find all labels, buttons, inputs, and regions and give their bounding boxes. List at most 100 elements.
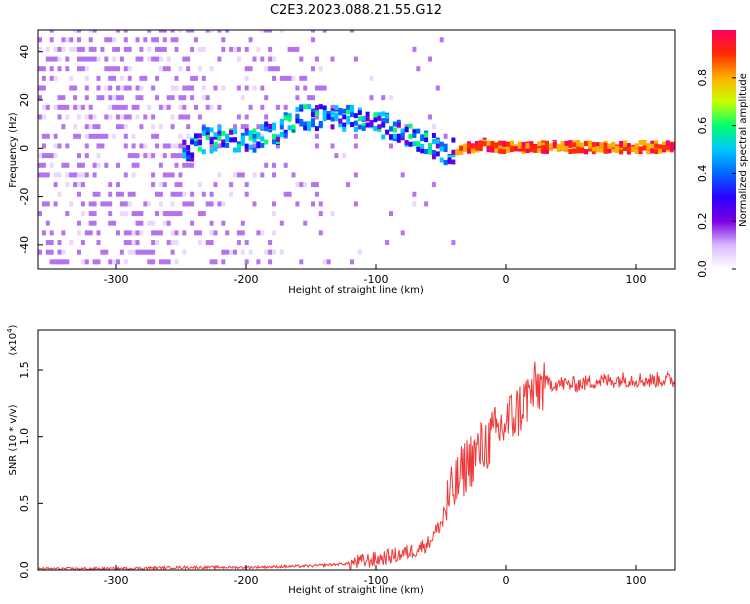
heatmap-noise-cell bbox=[221, 46, 226, 52]
heatmap-noise-cell bbox=[73, 30, 78, 33]
heatmap-noise-cell bbox=[65, 211, 70, 217]
heatmap-noise-cell bbox=[84, 114, 89, 120]
heatmap-noise-cell bbox=[92, 162, 97, 168]
heatmap-noise-cell bbox=[244, 259, 249, 265]
heatmap-noise-cell bbox=[151, 240, 156, 246]
heatmap-noise-cell bbox=[65, 259, 70, 265]
heatmap-noise-cell bbox=[139, 56, 144, 62]
heatmap-noise-cell bbox=[170, 201, 175, 207]
heatmap-noise-cell bbox=[69, 85, 74, 91]
heatmap-track-cell bbox=[517, 143, 522, 149]
heatmap-noise-cell bbox=[88, 37, 93, 43]
heatmap-track-cell bbox=[330, 124, 335, 130]
heatmap-noise-cell bbox=[147, 249, 152, 255]
heatmap-track-cell bbox=[576, 140, 581, 146]
heatmap-track-cell bbox=[545, 149, 549, 155]
heatmap-noise-cell bbox=[123, 124, 128, 130]
heatmap-noise-cell bbox=[38, 114, 42, 120]
heatmap-track-cell bbox=[233, 137, 237, 143]
heatmap-noise-cell bbox=[155, 211, 159, 217]
heatmap-track-cell bbox=[435, 138, 440, 144]
heatmap-noise-cell bbox=[158, 162, 163, 168]
heatmap-noise-cell bbox=[65, 66, 70, 72]
heatmap-noise-cell bbox=[201, 95, 206, 101]
heatmap-noise-cell bbox=[166, 172, 171, 178]
heatmap-noise-cell bbox=[272, 172, 276, 178]
heatmap-track-cell bbox=[459, 146, 464, 152]
heatmap-noise-cell bbox=[412, 191, 417, 197]
heatmap-track-cell bbox=[264, 121, 269, 127]
heatmap-track-cell bbox=[299, 118, 304, 124]
heatmap-track-cell bbox=[236, 141, 241, 147]
heatmap-noise-cell bbox=[303, 75, 308, 81]
heatmap-track-cell bbox=[537, 141, 542, 147]
heatmap-noise-cell bbox=[322, 259, 327, 265]
heatmap-noise-cell bbox=[353, 143, 358, 149]
heatmap-track-cell bbox=[615, 145, 620, 151]
heatmap-noise-cell bbox=[158, 46, 163, 52]
heatmap-noise-cell bbox=[299, 75, 304, 81]
heatmap-track-cell bbox=[318, 120, 323, 126]
heatmap-noise-cell bbox=[158, 201, 163, 207]
heatmap-noise-cell bbox=[209, 30, 214, 33]
heatmap-noise-cell bbox=[77, 191, 81, 197]
heatmap-noise-cell bbox=[92, 211, 97, 217]
heatmap-track-cell bbox=[338, 118, 343, 124]
heatmap-noise-cell bbox=[303, 220, 308, 226]
heatmap-noise-cell bbox=[96, 124, 101, 130]
heatmap-noise-cell bbox=[330, 211, 335, 217]
heatmap-noise-cell bbox=[119, 104, 124, 110]
heatmap-noise-cell bbox=[84, 143, 89, 149]
heatmap-noise-cell bbox=[108, 182, 113, 188]
heatmap-noise-cell bbox=[131, 153, 136, 159]
heatmap-track-cell bbox=[541, 142, 546, 148]
heatmap-noise-cell bbox=[291, 46, 296, 52]
heatmap-noise-cell bbox=[260, 133, 265, 139]
heatmap-noise-cell bbox=[92, 46, 97, 52]
heatmap-noise-cell bbox=[314, 133, 319, 139]
heatmap-track-cell bbox=[556, 144, 561, 150]
heatmap-noise-cell bbox=[400, 230, 405, 236]
heatmap-track-cell bbox=[568, 140, 573, 146]
heatmap-track-cell bbox=[381, 122, 386, 128]
heatmap-noise-cell bbox=[272, 75, 276, 81]
heatmap-noise-cell bbox=[84, 259, 89, 265]
heatmap-track-cell bbox=[279, 118, 284, 124]
heatmap-noise-cell bbox=[311, 182, 315, 188]
heatmap-noise-cell bbox=[88, 104, 93, 110]
heatmap-track-cell bbox=[236, 144, 241, 150]
heatmap-track-cell bbox=[225, 137, 230, 143]
heatmap-noise-cell bbox=[135, 85, 140, 91]
heatmap-track-cell bbox=[221, 139, 226, 145]
heatmap-track-cell bbox=[572, 148, 577, 154]
heatmap-track-cell bbox=[201, 131, 206, 137]
snr-y-tick-label: 0.0 bbox=[18, 561, 31, 579]
heatmap-noise-cell bbox=[162, 143, 167, 149]
heatmap-noise-cell bbox=[41, 230, 46, 236]
heatmap-track-cell bbox=[314, 111, 319, 117]
heatmap-track-cell bbox=[638, 140, 643, 146]
heatmap-noise-cell bbox=[256, 259, 261, 265]
heatmap-track-cell bbox=[244, 130, 249, 136]
heatmap-noise-cell bbox=[77, 66, 81, 72]
heatmap-noise-cell bbox=[162, 66, 167, 72]
heatmap-track-cell bbox=[194, 135, 198, 141]
heatmap-noise-cell bbox=[353, 56, 358, 62]
heatmap-track-cell bbox=[213, 141, 218, 147]
heatmap-noise-cell bbox=[61, 37, 66, 43]
heatmap-noise-cell bbox=[57, 66, 62, 72]
heatmap-noise-cell bbox=[299, 182, 304, 188]
heatmap-noise-cell bbox=[151, 230, 156, 236]
heatmap-noise-cell bbox=[201, 85, 206, 91]
heatmap-noise-cell bbox=[127, 66, 132, 72]
heatmap-track-cell bbox=[361, 125, 366, 131]
heatmap-noise-cell bbox=[61, 230, 66, 236]
heatmap-track-cell bbox=[311, 112, 315, 118]
heatmap-noise-cell bbox=[139, 124, 144, 130]
heatmap-noise-cell bbox=[244, 124, 249, 130]
snr-series-line bbox=[38, 361, 675, 570]
heatmap-track-cell bbox=[217, 125, 222, 131]
heatmap-noise-cell bbox=[38, 66, 42, 72]
heatmap-noise-cell bbox=[45, 249, 50, 255]
heatmap-track-cell bbox=[314, 105, 319, 111]
